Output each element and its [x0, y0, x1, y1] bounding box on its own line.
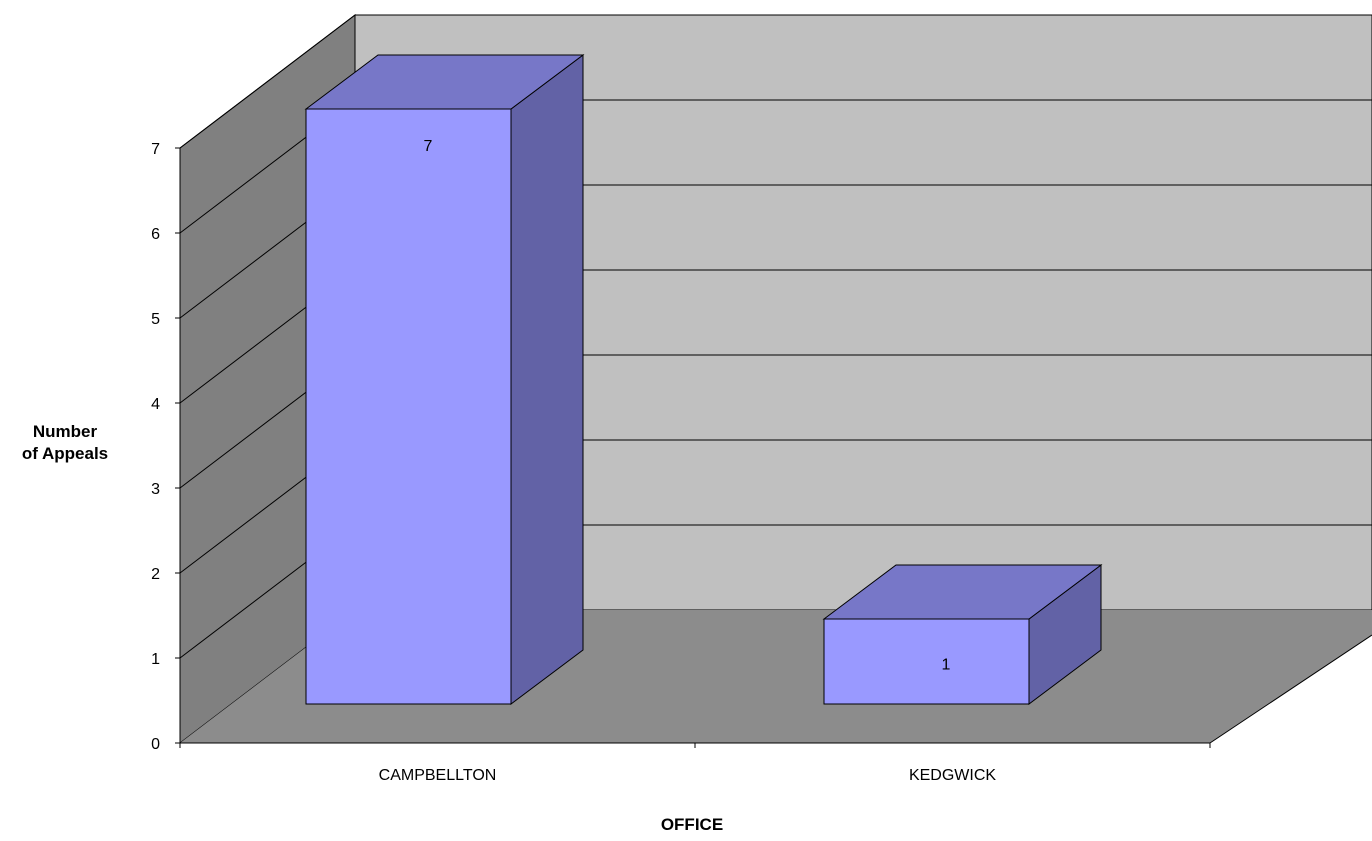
x-tick-label: CAMPBELLTON: [379, 767, 497, 784]
y-tick-label: 0: [151, 736, 160, 753]
x-axis-title: OFFICE: [661, 815, 723, 834]
bar-campbellton: [304, 54, 585, 705]
y-tick-label: 5: [151, 311, 160, 328]
data-label: 7: [424, 138, 433, 155]
labels: 0 1 2 3 4 5 6 7 7 CAMPBELLTON 1 KEDGWICK OFFICE Numbe…: [22, 138, 997, 834]
y-tick-label: 7: [151, 141, 160, 158]
bar-side: [510, 54, 584, 705]
bar-front: [823, 618, 1030, 705]
floor-edge: [1209, 634, 1372, 744]
y-axis-title: Number: [33, 422, 98, 441]
bar-front: [305, 108, 512, 705]
y-tick-label: 3: [151, 481, 160, 498]
y-tick-label: 4: [151, 396, 160, 413]
y-tick-label: 1: [151, 651, 160, 668]
bars: [304, 54, 1103, 705]
data-label: 1: [942, 657, 951, 674]
y-tick-label: 6: [151, 226, 160, 243]
axes: [175, 147, 1211, 748]
gridline-side: [179, 14, 356, 149]
bar-kedgwick: [822, 564, 1103, 705]
x-tick-label: KEDGWICK: [909, 767, 996, 784]
y-axis-title: of Appeals: [22, 444, 108, 463]
y-tick-label: 2: [151, 566, 160, 583]
